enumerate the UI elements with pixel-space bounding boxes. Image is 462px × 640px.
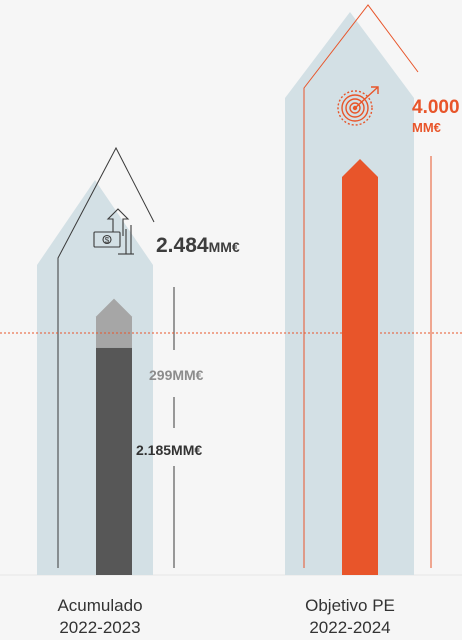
bar-segment-299 (96, 298, 132, 348)
house-shape-1 (37, 180, 153, 575)
target-label-unit: MM€ (412, 120, 441, 135)
outline-frame-2 (303, 4, 419, 568)
total-label-1-unit: MM€ (208, 239, 240, 255)
bar-segment-2185 (96, 347, 132, 575)
category-label-1: Acumulado 2022-2023 (25, 595, 175, 639)
segment-label-2185: 2.185MM€ (136, 442, 203, 458)
bar-target-4000 (342, 159, 378, 575)
target-icon (337, 86, 379, 126)
outline-frame-1 (57, 146, 155, 568)
money-growth-icon (93, 208, 134, 255)
money-growth-icon-symbol: $ (105, 236, 110, 245)
category-label-1-line1: Acumulado (57, 596, 143, 615)
total-label-1-value: 2.484 (156, 234, 209, 257)
category-label-2-line1: Objetivo PE (305, 596, 395, 615)
segment-label-299: 299MM€ (149, 367, 204, 383)
total-label-1: 2.484MM€ (156, 234, 240, 258)
target-label-value: 4.000 (412, 97, 460, 118)
category-label-2-line2: 2022-2024 (309, 618, 391, 637)
category-label-1-line2: 2022-2023 (59, 618, 141, 637)
category-label-2: Objetivo PE 2022-2024 (275, 595, 425, 639)
